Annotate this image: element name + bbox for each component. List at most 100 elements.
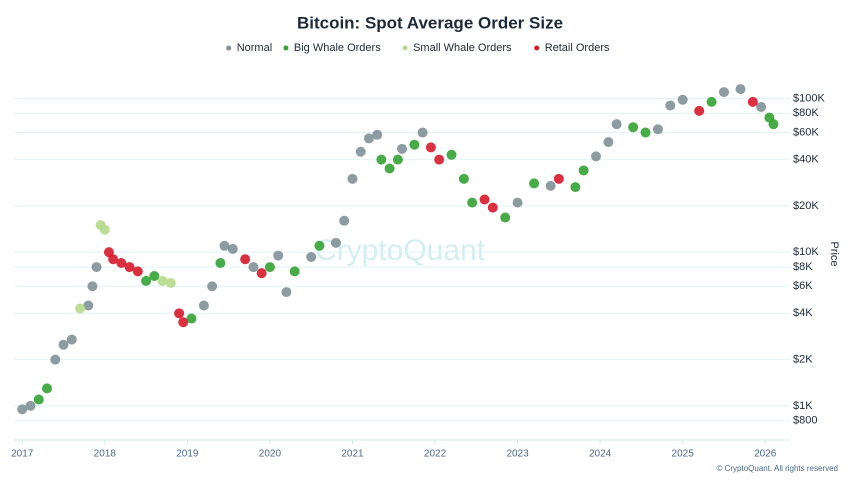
point	[747, 96, 758, 107]
x-tick-label: 2020	[259, 449, 282, 460]
point	[33, 394, 44, 405]
point	[409, 139, 420, 150]
x-tick-label: 2019	[176, 449, 199, 460]
x-tick-label: 2025	[672, 449, 695, 460]
x-tick-label: 2023	[506, 449, 529, 460]
point	[603, 137, 614, 148]
x-tick-label: 2022	[424, 449, 447, 460]
x-tick-label: 2018	[94, 449, 117, 460]
legend: Normal Big Whale Orders Small Whale Orders…	[226, 42, 610, 54]
point	[611, 119, 622, 130]
point	[570, 182, 581, 193]
y-tick-label: $6K	[793, 280, 813, 292]
point	[87, 281, 98, 292]
point	[314, 240, 325, 251]
y-tick-label: $1K	[793, 400, 813, 412]
point	[578, 165, 589, 176]
legend-label: Big Whale Orders	[294, 42, 381, 54]
x-tick-label: 2024	[589, 449, 612, 460]
point	[397, 143, 407, 154]
point	[355, 146, 366, 157]
chart-title: Bitcoin: Spot Average Order Size	[297, 13, 563, 32]
point	[215, 258, 226, 269]
point	[174, 308, 185, 319]
point	[264, 262, 275, 273]
point	[141, 275, 152, 286]
point	[149, 270, 160, 281]
point	[735, 84, 746, 95]
point	[165, 278, 176, 289]
y-tick-label: $2K	[793, 354, 813, 366]
point	[545, 180, 556, 191]
x-tick-label: 2017	[11, 449, 34, 460]
legend-swatch	[226, 45, 232, 51]
point	[417, 127, 428, 138]
point	[434, 154, 445, 165]
y-tick-label: $80K	[793, 107, 819, 119]
point	[458, 173, 469, 184]
point	[273, 250, 284, 261]
marks	[17, 84, 779, 415]
point	[392, 154, 403, 165]
y-tick-label: $60K	[793, 126, 819, 138]
point	[694, 105, 705, 116]
point	[124, 262, 135, 273]
point	[376, 154, 387, 165]
y-tick-label: $20K	[793, 200, 819, 212]
point	[25, 400, 36, 411]
legend-label: Small Whale Orders	[413, 42, 512, 54]
point	[372, 129, 383, 140]
footer: © CryptoQuant. All rights reserved	[717, 464, 839, 473]
point	[425, 142, 436, 153]
y-tick-label: $10K	[793, 246, 819, 258]
point	[66, 334, 77, 345]
point	[227, 243, 238, 254]
point	[248, 262, 259, 273]
legend-label: Retail Orders	[545, 42, 610, 54]
legend-swatch	[534, 45, 540, 51]
x-tick-label: 2021	[341, 449, 364, 460]
point	[718, 87, 729, 98]
point	[363, 133, 374, 144]
point	[479, 194, 490, 205]
point	[306, 252, 317, 263]
point	[553, 173, 564, 184]
point	[446, 149, 457, 160]
grid: $800 $1K $2K $4K $6K $8K $10K $20K $40K $60K $80K $…	[11, 92, 825, 459]
point	[756, 101, 767, 112]
y-tick-label: $100K	[793, 92, 825, 104]
watermark: CryptoQuant	[315, 234, 486, 267]
point	[108, 254, 119, 265]
point	[178, 317, 189, 328]
point	[132, 266, 143, 277]
point	[652, 124, 663, 135]
y-tick-label: $40K	[793, 154, 819, 166]
y-tick-label: $4K	[793, 307, 813, 319]
point	[99, 224, 110, 235]
legend-swatch	[402, 45, 408, 51]
point	[628, 122, 639, 133]
point	[83, 300, 94, 311]
point	[384, 163, 395, 174]
point	[75, 303, 86, 314]
point	[50, 354, 61, 365]
point	[529, 178, 540, 189]
y-tick-label: $8K	[793, 261, 813, 273]
point	[58, 339, 69, 350]
x-tick-label: 2026	[754, 449, 777, 460]
point	[289, 266, 300, 277]
point	[207, 281, 218, 292]
point	[186, 313, 197, 324]
point	[677, 94, 688, 105]
point	[42, 383, 53, 394]
point	[330, 237, 341, 248]
y-axis-label: Price	[828, 241, 840, 266]
point	[591, 151, 601, 162]
point	[467, 197, 478, 208]
point	[256, 268, 267, 279]
point	[347, 173, 358, 184]
point	[512, 197, 523, 208]
point	[198, 300, 209, 311]
point	[640, 127, 651, 138]
